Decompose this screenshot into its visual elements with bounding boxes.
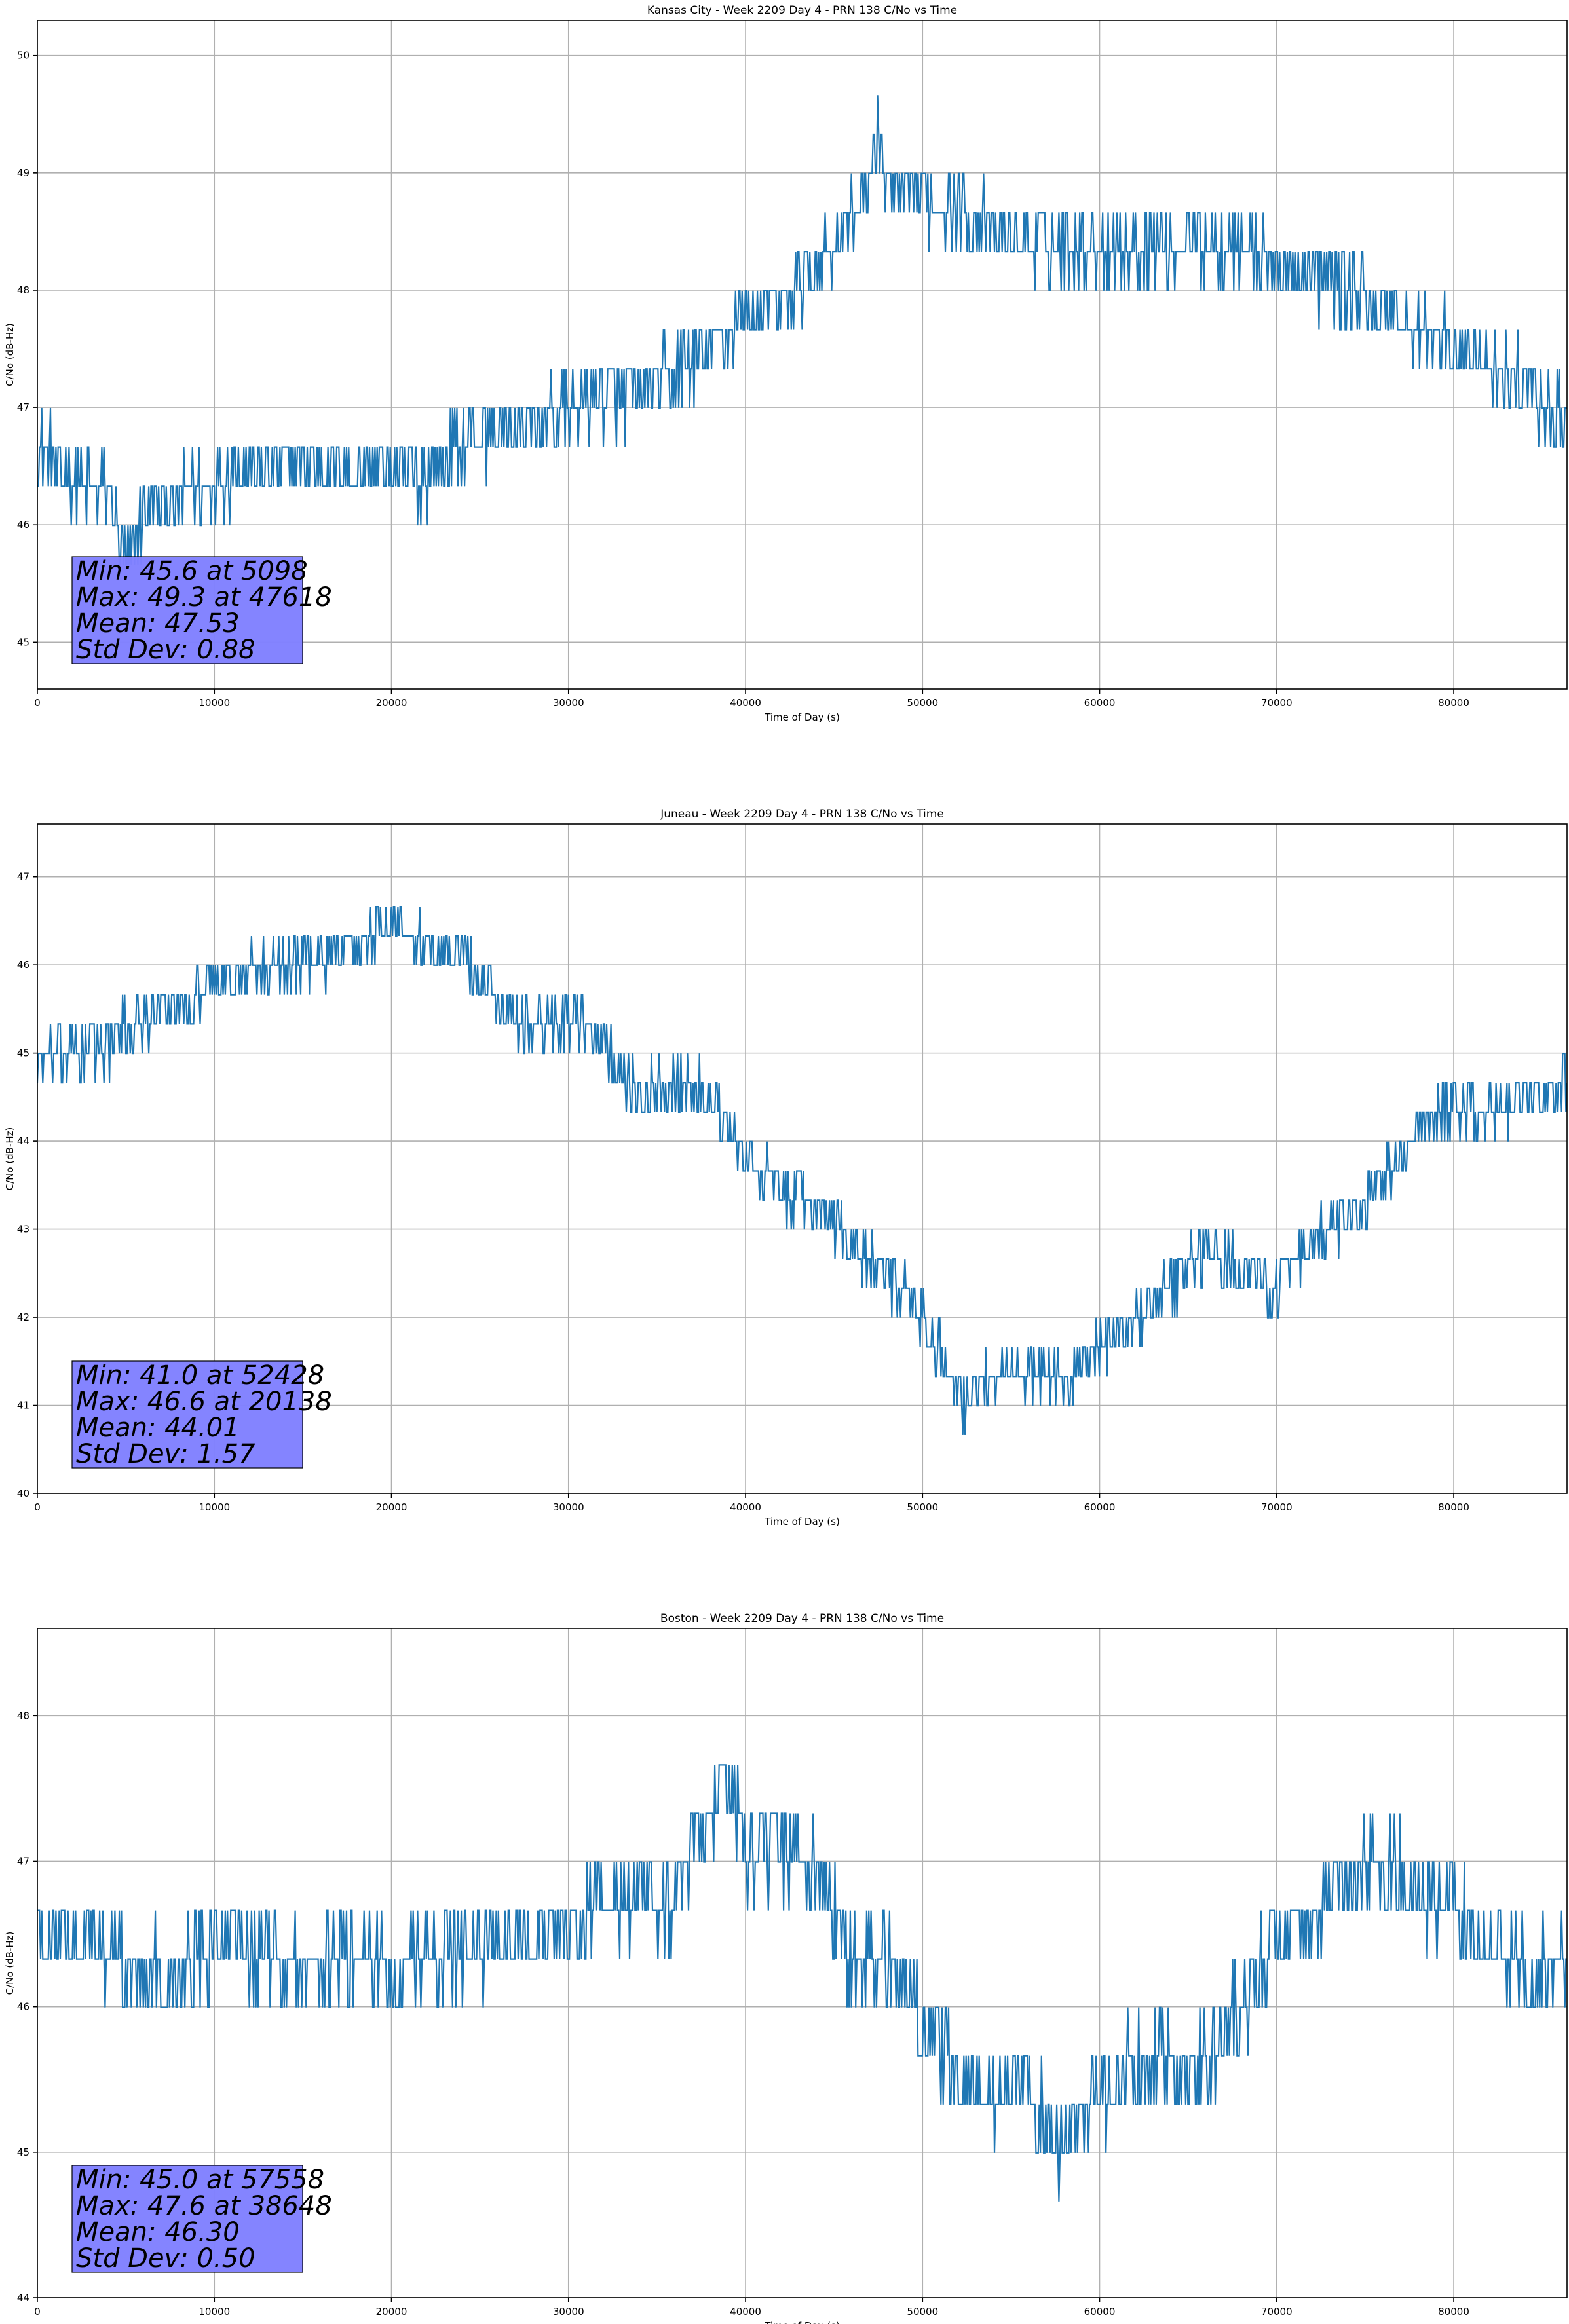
chart-panel-2: 0 10000 20000 30000 40000 50000 60000 70000 8000… xyxy=(4,808,1568,1527)
stats-line: Min: 45.6 at 5098 xyxy=(76,556,308,586)
x-tick-label: 70000 xyxy=(1261,2306,1293,2317)
x-tick-label: 50000 xyxy=(907,697,938,709)
stats-line: Min: 45.0 at 57558 xyxy=(76,2165,324,2195)
x-axis-label: Time of Day (s) xyxy=(764,2320,840,2324)
y-axis-label: C/No (dB-Hz) xyxy=(4,323,16,386)
axes-frame xyxy=(37,20,1568,690)
chart-panel-3: 0 10000 20000 30000 40000 50000 60000 70000 8000… xyxy=(4,1612,1568,2324)
stats-line: Std Dev: 0.88 xyxy=(76,635,255,665)
cno-series-line xyxy=(37,1764,1567,2202)
y-tick-label: 47 xyxy=(17,1855,29,1867)
x-tick-label: 80000 xyxy=(1438,1501,1469,1513)
x-tick-label: 40000 xyxy=(730,2306,761,2317)
x-tick-label: 0 xyxy=(34,1501,41,1513)
axes-frame xyxy=(37,823,1568,1494)
x-tick-label: 40000 xyxy=(730,697,761,709)
cno-series-line xyxy=(37,95,1567,565)
x-tick-label: 20000 xyxy=(376,697,407,709)
y-tick-label: 47 xyxy=(17,402,29,413)
y-tick-label: 45 xyxy=(17,1047,29,1059)
x-tick-label: 60000 xyxy=(1084,1501,1116,1513)
x-tick-label: 50000 xyxy=(907,1501,938,1513)
y-tick-label: 44 xyxy=(17,2292,29,2304)
x-axis-label: Time of Day (s) xyxy=(764,1516,840,1527)
x-tick-label: 20000 xyxy=(376,1501,407,1513)
y-tick-label: 46 xyxy=(17,2001,29,2013)
chart-title: Boston - Week 2209 Day 4 - PRN 138 C/No … xyxy=(660,1612,944,1625)
x-tick-label: 10000 xyxy=(198,1501,230,1513)
x-tick-label: 0 xyxy=(34,697,41,709)
x-tick-label: 80000 xyxy=(1438,2306,1469,2317)
x-tick-label: 30000 xyxy=(553,2306,584,2317)
x-tick-label: 30000 xyxy=(553,1501,584,1513)
x-axis-label: Time of Day (s) xyxy=(764,711,840,723)
plots: 0 10000 20000 30000 40000 50000 60000 70000 8000… xyxy=(4,4,1568,2324)
y-tick-label: 47 xyxy=(17,871,29,883)
x-tick-label: 50000 xyxy=(907,2306,938,2317)
x-tick-label: 10000 xyxy=(198,2306,230,2317)
y-tick-label: 45 xyxy=(17,2146,29,2158)
stats-line: Mean: 46.30 xyxy=(76,2217,240,2247)
stats-line: Min: 41.0 at 52428 xyxy=(76,1360,324,1391)
stats-box xyxy=(71,1360,303,1469)
stats-line: Std Dev: 0.50 xyxy=(76,2243,255,2274)
chart-panel-1: 0 10000 20000 30000 40000 50000 60000 70000 8000… xyxy=(4,4,1568,723)
stats-line: Mean: 44.01 xyxy=(76,1413,240,1443)
y-tick-label: 48 xyxy=(17,284,29,296)
chart-title: Juneau - Week 2209 Day 4 - PRN 138 C/No … xyxy=(660,808,944,821)
x-tick-label: 20000 xyxy=(376,2306,407,2317)
cno-series-line xyxy=(37,906,1567,1435)
stats-box xyxy=(71,556,303,664)
x-tick-label: 0 xyxy=(34,2306,41,2317)
x-tick-label: 30000 xyxy=(553,697,584,709)
x-tick-label: 60000 xyxy=(1084,697,1116,709)
x-tick-label: 80000 xyxy=(1438,697,1469,709)
stats-box xyxy=(71,2165,303,2273)
y-axis-label: C/No (dB-Hz) xyxy=(4,1932,16,1995)
stats-line: Max: 49.3 at 47618 xyxy=(76,582,332,612)
y-tick-label: 49 xyxy=(17,167,29,179)
y-tick-label: 41 xyxy=(17,1400,29,1412)
chart-title: Kansas City - Week 2209 Day 4 - PRN 138 … xyxy=(647,4,957,17)
y-tick-label: 46 xyxy=(17,519,29,531)
axes-frame xyxy=(37,1628,1568,2298)
y-tick-label: 42 xyxy=(17,1311,29,1323)
y-tick-label: 48 xyxy=(17,1710,29,1721)
stats-line: Max: 46.6 at 20138 xyxy=(76,1387,332,1417)
stats-line: Std Dev: 1.57 xyxy=(76,1439,255,1469)
stats-line: Max: 47.6 at 38648 xyxy=(76,2191,332,2221)
x-tick-label: 70000 xyxy=(1261,1501,1293,1513)
y-tick-label: 50 xyxy=(17,50,29,62)
x-tick-label: 10000 xyxy=(198,697,230,709)
x-tick-label: 70000 xyxy=(1261,697,1293,709)
y-tick-label: 46 xyxy=(17,959,29,971)
stats-line: Mean: 47.53 xyxy=(76,609,240,639)
x-tick-label: 40000 xyxy=(730,1501,761,1513)
y-tick-label: 45 xyxy=(17,636,29,648)
y-tick-label: 44 xyxy=(17,1135,29,1147)
y-tick-label: 43 xyxy=(17,1224,29,1235)
y-axis-label: C/No (dB-Hz) xyxy=(4,1127,16,1191)
x-tick-label: 60000 xyxy=(1084,2306,1116,2317)
y-tick-label: 40 xyxy=(17,1488,29,1499)
